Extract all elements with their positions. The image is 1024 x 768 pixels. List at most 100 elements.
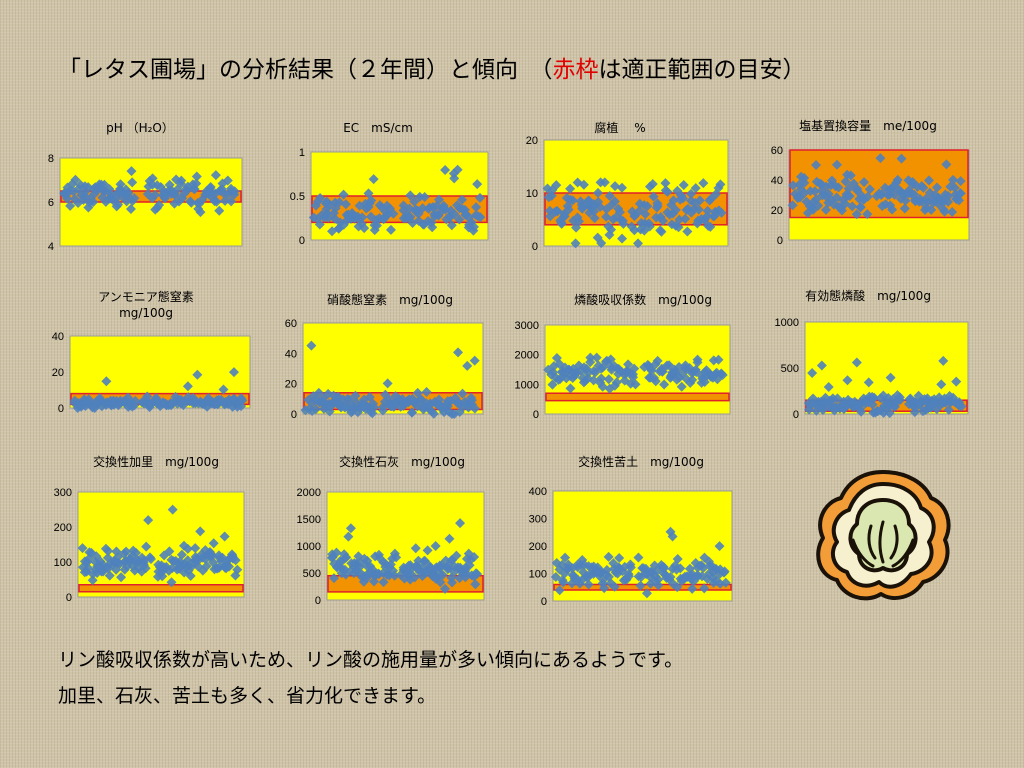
data-point bbox=[844, 191, 855, 202]
data-point bbox=[145, 552, 156, 563]
data-point bbox=[673, 222, 684, 233]
data-point bbox=[444, 533, 455, 544]
data-point bbox=[469, 571, 480, 582]
data-point bbox=[143, 515, 154, 526]
data-point bbox=[315, 192, 326, 203]
data-point bbox=[802, 208, 813, 219]
data-point bbox=[892, 174, 903, 185]
data-point bbox=[692, 357, 703, 368]
data-point bbox=[353, 551, 364, 562]
data-point bbox=[452, 200, 463, 211]
data-point bbox=[571, 222, 582, 233]
data-point bbox=[588, 366, 599, 377]
data-point bbox=[147, 179, 158, 190]
data-point bbox=[433, 194, 444, 205]
chart-title-pac: 燐酸吸収係数 mg/100g bbox=[574, 293, 712, 307]
data-point bbox=[548, 367, 559, 378]
data-point bbox=[913, 390, 924, 401]
data-point bbox=[941, 159, 952, 170]
data-point bbox=[222, 175, 233, 186]
data-point bbox=[641, 588, 652, 599]
data-point bbox=[583, 368, 594, 379]
data-point bbox=[681, 373, 692, 384]
data-point bbox=[115, 183, 126, 194]
data-point bbox=[170, 391, 181, 402]
data-point bbox=[950, 189, 961, 200]
data-point bbox=[924, 187, 935, 198]
data-point bbox=[887, 204, 898, 215]
data-point bbox=[430, 540, 441, 551]
data-point bbox=[439, 583, 450, 594]
data-point bbox=[807, 398, 818, 409]
y-tick-label: 3000 bbox=[515, 320, 539, 332]
data-point bbox=[605, 354, 616, 365]
y-tick-label: 300 bbox=[54, 487, 72, 499]
data-point bbox=[443, 563, 454, 574]
data-point bbox=[154, 199, 165, 210]
data-point bbox=[914, 193, 925, 204]
data-point bbox=[694, 195, 705, 206]
data-point bbox=[377, 405, 388, 416]
data-point bbox=[606, 364, 617, 375]
data-point bbox=[313, 387, 324, 398]
data-point bbox=[445, 395, 456, 406]
data-point bbox=[339, 564, 350, 575]
data-point bbox=[597, 381, 608, 392]
data-point bbox=[469, 551, 480, 562]
data-point bbox=[208, 538, 219, 549]
data-point bbox=[190, 543, 201, 554]
data-point bbox=[814, 178, 825, 189]
data-point bbox=[451, 550, 462, 561]
data-point bbox=[617, 233, 628, 244]
data-point bbox=[840, 198, 851, 209]
data-point bbox=[652, 200, 663, 211]
data-point bbox=[435, 577, 446, 588]
y-tick-label: 0 bbox=[299, 235, 305, 247]
data-point bbox=[568, 215, 579, 226]
data-point bbox=[321, 196, 332, 207]
chart-title-ph: pH （H₂O） bbox=[106, 121, 174, 135]
y-tick-label: 1000 bbox=[297, 541, 321, 553]
data-point bbox=[659, 379, 670, 390]
data-point bbox=[650, 376, 661, 387]
data-point bbox=[327, 226, 338, 237]
data-point bbox=[657, 366, 668, 377]
data-point bbox=[811, 405, 822, 416]
data-point bbox=[656, 226, 667, 237]
data-point bbox=[155, 182, 166, 193]
title-pre: 「レタス圃場」の分析結果（２年間）と傾向 （ bbox=[58, 57, 553, 83]
data-point bbox=[670, 204, 681, 215]
data-point bbox=[397, 394, 408, 405]
data-point bbox=[314, 219, 325, 230]
data-point bbox=[629, 225, 640, 236]
data-point bbox=[335, 217, 346, 228]
data-point bbox=[80, 186, 91, 197]
data-point bbox=[561, 373, 572, 384]
y-tick-label: 10 bbox=[526, 188, 538, 200]
data-point bbox=[333, 223, 344, 234]
data-point bbox=[551, 180, 562, 191]
data-point bbox=[883, 392, 894, 403]
chart-title-mg: 交換性苦土 mg/100g bbox=[578, 455, 704, 469]
data-point bbox=[618, 218, 629, 229]
chart-title-ca: 交換性石灰 mg/100g bbox=[339, 455, 465, 469]
y-tick-label: 1000 bbox=[515, 379, 539, 391]
data-point bbox=[560, 552, 571, 563]
y-tick-label: 0 bbox=[777, 235, 783, 247]
data-point bbox=[421, 386, 432, 397]
data-point bbox=[627, 206, 638, 217]
data-point bbox=[453, 397, 464, 408]
data-point bbox=[350, 390, 361, 401]
data-point bbox=[690, 183, 701, 194]
data-point bbox=[383, 209, 394, 220]
data-point bbox=[409, 397, 420, 408]
data-point bbox=[840, 176, 851, 187]
data-point bbox=[943, 404, 954, 415]
data-point bbox=[210, 170, 221, 181]
data-point bbox=[356, 218, 367, 229]
data-point bbox=[709, 210, 720, 221]
data-point bbox=[628, 372, 639, 383]
data-point bbox=[185, 570, 196, 581]
data-point bbox=[698, 178, 709, 189]
data-point bbox=[341, 552, 352, 563]
